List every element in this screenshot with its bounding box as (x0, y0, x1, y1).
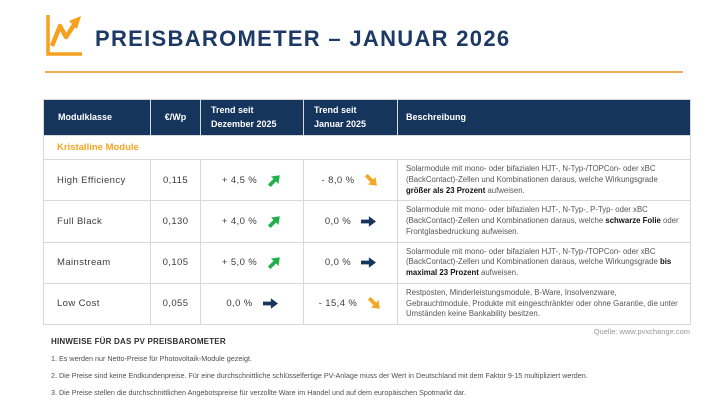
trend-jan-value: - 8,0 % (321, 174, 355, 186)
trend-jan-cell: - 15,4 % (304, 297, 397, 310)
trend-arrow-icon (268, 257, 280, 270)
description-text: Restposten, Minderleistungsmodule, B-War… (397, 282, 691, 326)
price-value: 0,105 (150, 241, 201, 284)
trend-arrow-icon (361, 257, 377, 268)
description-text: Solarmodule mit mono- oder bifazialen HJ… (397, 241, 691, 284)
module-class-name: High Efficiency (43, 158, 151, 202)
module-class-name: Mainstream (43, 241, 151, 284)
trend-jan-cell: 0,0 % (304, 216, 397, 227)
column-header-trend-jan: Trend seit Januar 2025 (303, 99, 398, 136)
column-header-modulklasse: Modulklasse (43, 99, 151, 136)
source-note: Quelle: www.pvxchange.com (593, 327, 690, 336)
description-text: Solarmodule mit mono- oder bifazialen HJ… (397, 200, 691, 243)
trend-jan-value: 0,0 % (324, 257, 352, 269)
column-header-trend-dec: Trend seit Dezember 2025 (200, 99, 304, 136)
trend-chart-icon (46, 15, 82, 56)
trend-jan-cell: - 8,0 % (304, 173, 397, 186)
trend-arrow-icon (262, 298, 278, 310)
trend-dec-cell: + 5,0 % (201, 257, 303, 270)
category-label: Kristalline Module (43, 135, 691, 160)
trend-arrow-icon (365, 173, 378, 186)
description-text: Solarmodule mit mono- oder bifazialen HJ… (397, 158, 691, 202)
module-class-name: Full Black (43, 200, 151, 243)
note-item: 2. Die Preise sind keine Endkundenpreise… (51, 371, 588, 380)
column-header-beschreibung: Beschreibung (397, 99, 691, 136)
price-table: Modulklasse €/Wp Trend seit Dezember 202… (43, 99, 691, 326)
module-class-name: Low Cost (43, 282, 151, 326)
notes-section: HINWEISE FÜR DAS PV PREISBAROMETER 1. Es… (51, 337, 711, 397)
trend-arrow-icon (361, 216, 377, 227)
note-item: 3. Die Preise stellen die durchschnittli… (51, 388, 466, 397)
column-header-price: €/Wp (150, 99, 201, 136)
trend-arrow-icon (268, 216, 280, 229)
note-item: 1. Es werden nur Netto-Preise für Photov… (51, 354, 252, 363)
trend-jan-cell: 0,0 % (304, 257, 397, 268)
table-row: Full Black 0,130 + 4,0 % 0,0 % Solarmodu… (43, 200, 691, 243)
table-row: Mainstream 0,105 + 5,0 % 0,0 % Solarmodu… (43, 241, 691, 284)
price-value: 0,055 (150, 282, 201, 326)
trend-jan-value: 0,0 % (324, 215, 352, 227)
trend-dec-value: + 5,0 % (221, 257, 258, 269)
trend-arrow-icon (268, 174, 280, 187)
table-row: High Efficiency 0,115 + 4,5 % - 8,0 % So… (43, 158, 691, 202)
trend-arrow-icon (368, 297, 381, 310)
trend-dec-value: + 4,0 % (221, 215, 258, 227)
table-row: Low Cost 0,055 0,0 % - 15,4 % Restposten… (43, 282, 691, 326)
category-row: Kristalline Module (43, 135, 691, 160)
trend-dec-value: 0,0 % (226, 298, 253, 310)
table-header-row: Modulklasse €/Wp Trend seit Dezember 202… (43, 99, 691, 136)
page-title: PREISBAROMETER – JANUAR 2026 (95, 26, 511, 51)
trend-dec-cell: + 4,5 % (201, 174, 303, 187)
trend-dec-cell: + 4,0 % (201, 215, 303, 229)
price-value: 0,130 (150, 200, 201, 243)
notes-heading: HINWEISE FÜR DAS PV PREISBAROMETER (51, 337, 226, 346)
trend-jan-value: - 15,4 % (318, 298, 358, 310)
trend-dec-cell: 0,0 % (201, 298, 303, 309)
divider (45, 71, 683, 73)
trend-dec-value: + 4,5 % (221, 174, 258, 186)
price-value: 0,115 (150, 158, 201, 202)
